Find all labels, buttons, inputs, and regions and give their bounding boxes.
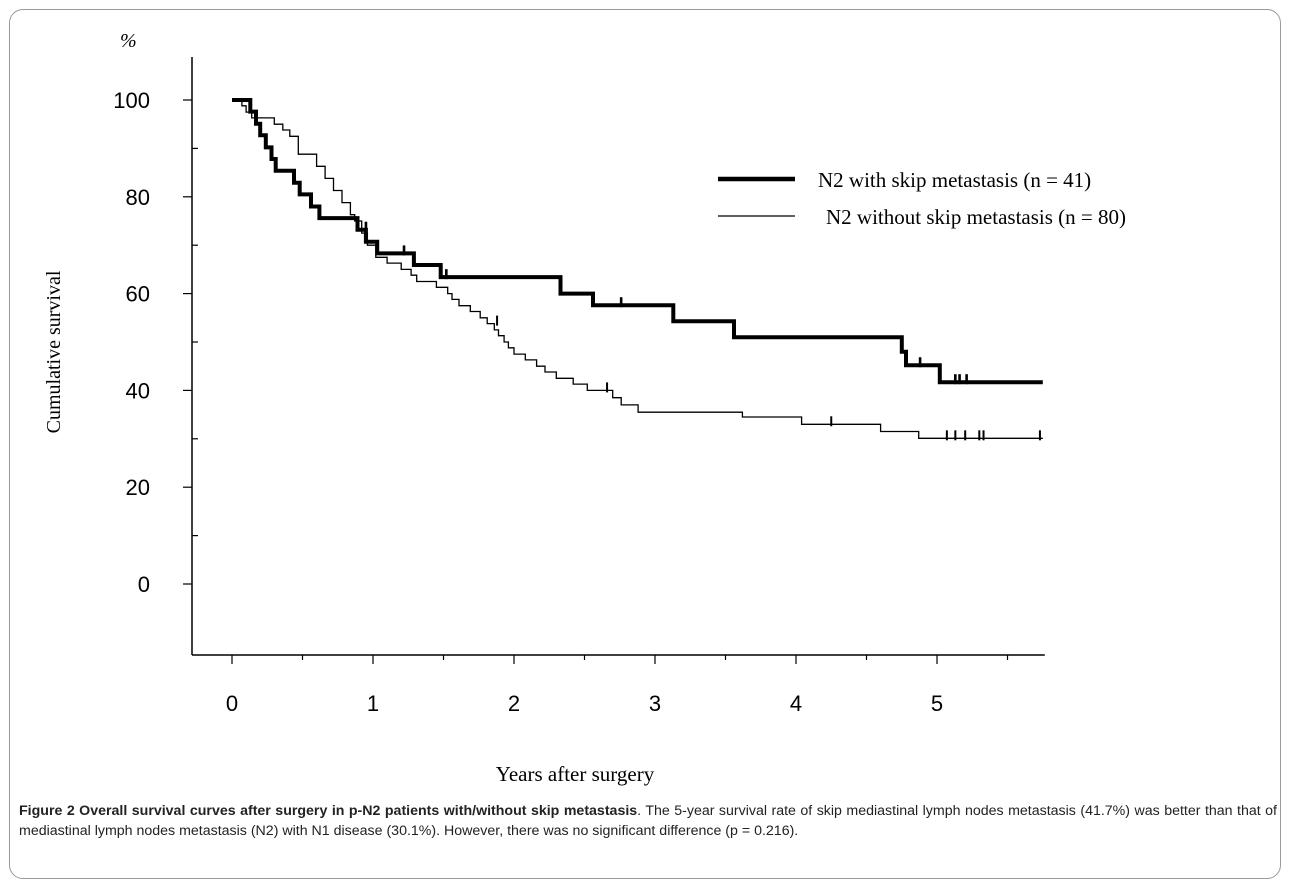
y-tick-label: 80 [126,185,150,210]
x-tick-label: 2 [508,691,520,716]
chart-axes [192,57,1045,655]
series-line-0 [232,100,1043,382]
y-tick-label: 60 [126,282,150,307]
series-line-1 [232,100,1043,438]
legend-label-without-skip: N2 without skip metastasis (n = 80) [826,205,1126,229]
legend: N2 with skip metastasis (n = 41) N2 with… [718,168,1126,229]
y-unit-label: % [120,30,137,52]
y-tick-label: 40 [126,378,150,403]
survival-chart: 0 20 40 60 80 100 0 1 2 3 4 5 % Cumulative surviva… [0,0,1290,800]
caption-title: Figure 2 Overall survival curves after s… [19,803,637,819]
legend-label-with-skip: N2 with skip metastasis (n = 41) [818,168,1091,192]
x-tick-label: 5 [931,691,943,716]
x-tick-label: 3 [649,691,661,716]
x-tick-group: 0 1 2 3 4 5 [226,655,1008,716]
x-tick-label: 1 [367,691,379,716]
y-axis-label: Cumulative survival [43,270,65,433]
y-tick-group: 0 20 40 60 80 100 [113,88,198,597]
y-tick-label: 20 [126,475,150,500]
y-tick-label: 0 [138,572,150,597]
series-layer [232,100,1043,440]
y-tick-label: 100 [113,88,150,113]
figure-caption: Figure 2 Overall survival curves after s… [19,801,1277,841]
x-tick-label: 4 [790,691,802,716]
x-axis-label: Years after surgery [496,762,655,786]
x-tick-label: 0 [226,691,238,716]
